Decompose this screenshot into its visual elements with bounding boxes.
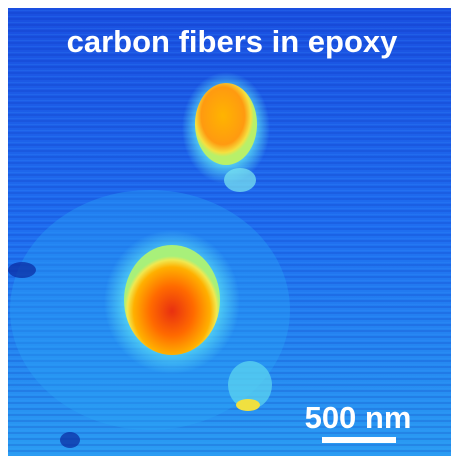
fiber (124, 245, 220, 355)
debris (228, 361, 272, 409)
debris (224, 168, 256, 192)
title: carbon fibers in epoxy (67, 24, 399, 59)
scale-label: 500 nm (305, 400, 412, 435)
pit (8, 262, 36, 278)
fiber (195, 83, 257, 165)
scale-bar (322, 437, 396, 443)
debris (236, 399, 260, 411)
pit (60, 432, 80, 448)
